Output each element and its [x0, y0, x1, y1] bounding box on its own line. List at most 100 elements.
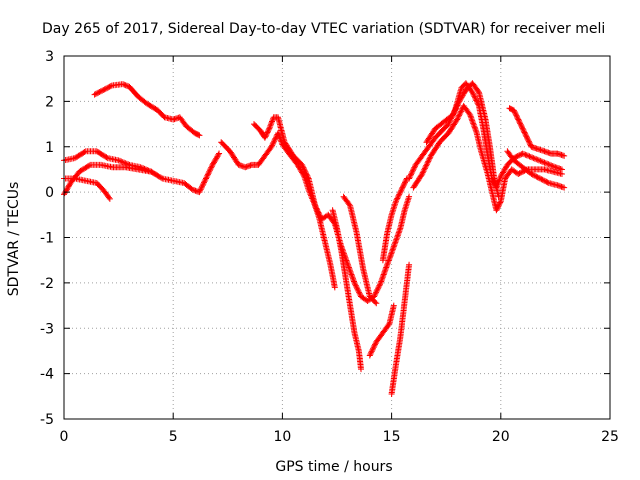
- data-point-marks: [183, 123, 197, 136]
- data-point-marks: [541, 159, 557, 170]
- data-point-marks: [327, 261, 338, 289]
- x-tick-label: 0: [60, 429, 69, 445]
- y-tick-label: -3: [40, 321, 54, 337]
- data-point-marks: [504, 148, 516, 163]
- data-point-marks: [497, 177, 508, 205]
- series-0: [91, 81, 203, 139]
- data-point-marks: [384, 245, 397, 268]
- data-point-marks: [192, 130, 202, 138]
- data-point-marks: [305, 175, 318, 208]
- x-axis-label: GPS time / hours: [275, 459, 392, 475]
- data-point-marks: [388, 363, 399, 397]
- data-point-marks: [340, 193, 353, 208]
- data-point-marks: [438, 122, 451, 134]
- data-point-marks: [342, 275, 353, 308]
- data-point-marks: [275, 114, 288, 144]
- x-tick-label: 15: [383, 429, 401, 445]
- data-point-marks: [181, 180, 195, 192]
- data-point-mark: [561, 152, 568, 159]
- data-point-marks: [373, 331, 385, 345]
- data-point-marks: [515, 116, 525, 131]
- data-point-marks: [377, 263, 390, 286]
- series-10: [379, 175, 410, 264]
- data-point-mark: [358, 366, 365, 373]
- data-point-marks: [71, 149, 88, 162]
- data-point-marks: [390, 226, 403, 250]
- data-point-marks: [467, 112, 480, 135]
- series-7: [340, 193, 380, 307]
- data-point-mark: [561, 184, 568, 191]
- data-point-marks: [406, 163, 418, 182]
- data-point-marks: [519, 164, 534, 176]
- y-tick-label: 1: [45, 140, 54, 156]
- data-point-marks: [478, 148, 491, 176]
- data-point-marks: [473, 130, 484, 153]
- data-point-marks: [436, 131, 451, 146]
- y-tick-label: -2: [40, 276, 54, 292]
- data-point-marks: [154, 107, 167, 120]
- data-point-marks: [218, 139, 232, 154]
- x-tick-label: 10: [273, 429, 291, 445]
- data-point-marks: [399, 176, 410, 191]
- data-point-marks: [469, 80, 481, 94]
- data-point-marks: [427, 140, 442, 159]
- data-point-marks: [347, 202, 360, 235]
- data-point-marks: [460, 102, 473, 117]
- data-point-marks: [484, 171, 495, 194]
- data-point-mark: [196, 132, 203, 139]
- data-point-marks: [351, 279, 364, 299]
- x-tick-label: 25: [601, 429, 619, 445]
- data-point-marks: [366, 293, 379, 306]
- data-point-marks: [476, 89, 489, 121]
- series-15: [504, 148, 568, 191]
- data-point-marks: [344, 261, 357, 285]
- data-point-mark: [373, 300, 380, 307]
- data-point-mark: [558, 170, 565, 177]
- data-point-marks: [120, 81, 132, 90]
- data-point-marks: [266, 115, 277, 132]
- data-point-marks: [476, 102, 486, 131]
- series-8: [366, 302, 397, 359]
- data-point-marks: [384, 213, 395, 236]
- series-13: [423, 80, 502, 200]
- data-point-marks: [419, 145, 431, 159]
- data-point-marks: [261, 145, 274, 159]
- data-point-marks: [366, 340, 379, 359]
- data-point-marks: [351, 329, 362, 353]
- data-point-marks: [261, 126, 272, 141]
- data-point-marks: [294, 161, 307, 178]
- data-point-marks: [100, 186, 112, 201]
- series-9: [388, 261, 413, 397]
- data-point-mark: [106, 195, 113, 202]
- data-point-marks: [91, 87, 106, 98]
- data-point-marks: [423, 126, 438, 146]
- data-point-marks: [371, 281, 383, 300]
- data-point-marks: [135, 93, 149, 106]
- data-point-marks: [126, 83, 141, 99]
- chart-title: Day 265 of 2017, Sidereal Day-to-day VTE…: [42, 21, 605, 37]
- data-point-marks: [524, 134, 534, 149]
- data-point-marks: [528, 171, 542, 181]
- data-point-marks: [323, 243, 334, 267]
- data-point-marks: [410, 172, 425, 191]
- data-point-mark: [406, 193, 413, 200]
- data-point-marks: [493, 199, 504, 214]
- series-3: [61, 161, 155, 198]
- data-point-marks: [497, 163, 510, 180]
- y-tick-label: 0: [45, 185, 54, 201]
- data-point-marks: [203, 163, 215, 182]
- data-point-marks: [454, 104, 466, 123]
- series-12: [410, 102, 565, 214]
- data-point-marks: [100, 83, 114, 93]
- data-point-marks: [397, 299, 408, 341]
- data-point-marks: [353, 230, 366, 271]
- data-point-marks: [334, 225, 345, 253]
- data-point-marks: [290, 152, 304, 167]
- data-point-marks: [425, 136, 438, 150]
- data-point-marks: [449, 99, 462, 118]
- data-point-marks: [227, 148, 241, 167]
- data-point-marks: [510, 157, 525, 170]
- data-point-marks: [510, 107, 521, 122]
- data-point-marks: [445, 117, 460, 137]
